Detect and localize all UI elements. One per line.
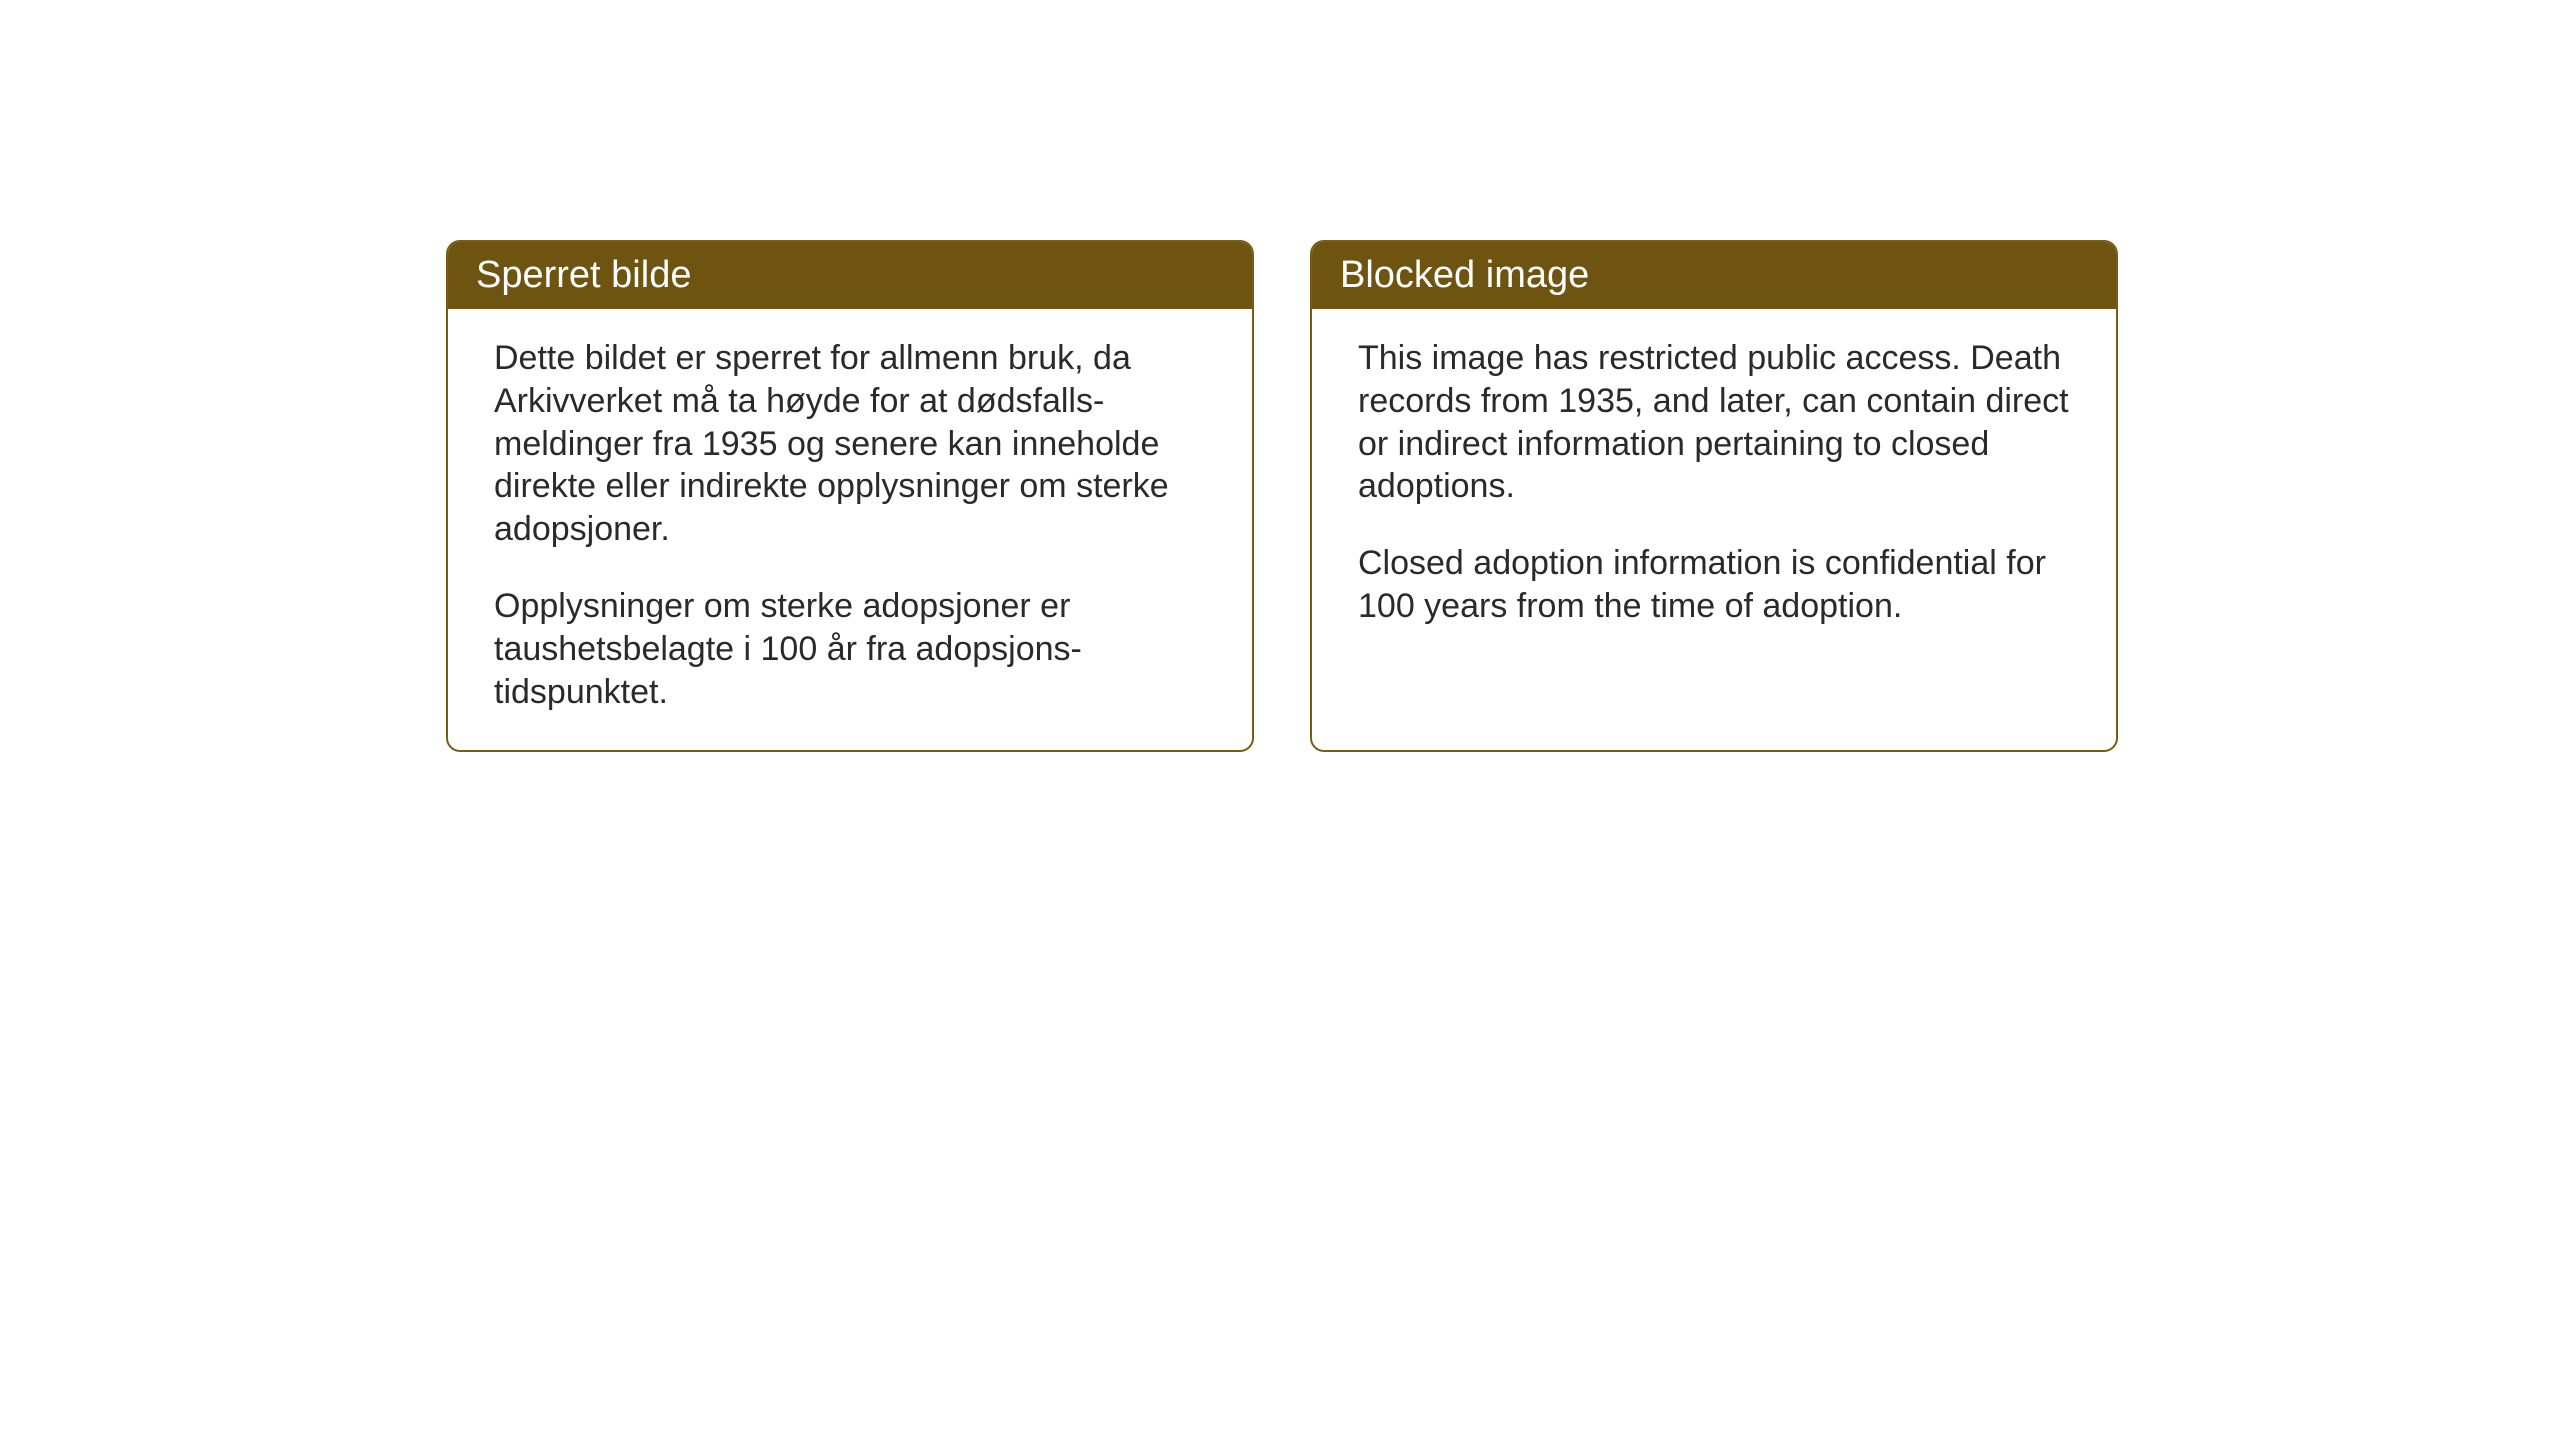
card-body-norwegian: Dette bildet er sperret for allmenn bruk… xyxy=(448,309,1252,748)
card-header-english: Blocked image xyxy=(1312,242,2116,309)
card-title-norwegian: Sperret bilde xyxy=(476,254,691,296)
notice-container: Sperret bilde Dette bildet er sperret fo… xyxy=(446,240,2118,752)
card-paragraph-2-english: Closed adoption information is confident… xyxy=(1358,542,2070,628)
card-title-english: Blocked image xyxy=(1340,254,1589,296)
notice-card-english: Blocked image This image has restricted … xyxy=(1310,240,2118,752)
card-paragraph-1-norwegian: Dette bildet er sperret for allmenn bruk… xyxy=(494,337,1206,551)
card-header-norwegian: Sperret bilde xyxy=(448,242,1252,309)
card-body-english: This image has restricted public access.… xyxy=(1312,309,2116,662)
card-paragraph-1-english: This image has restricted public access.… xyxy=(1358,337,2070,508)
card-paragraph-2-norwegian: Opplysninger om sterke adopsjoner er tau… xyxy=(494,585,1206,713)
notice-card-norwegian: Sperret bilde Dette bildet er sperret fo… xyxy=(446,240,1254,752)
